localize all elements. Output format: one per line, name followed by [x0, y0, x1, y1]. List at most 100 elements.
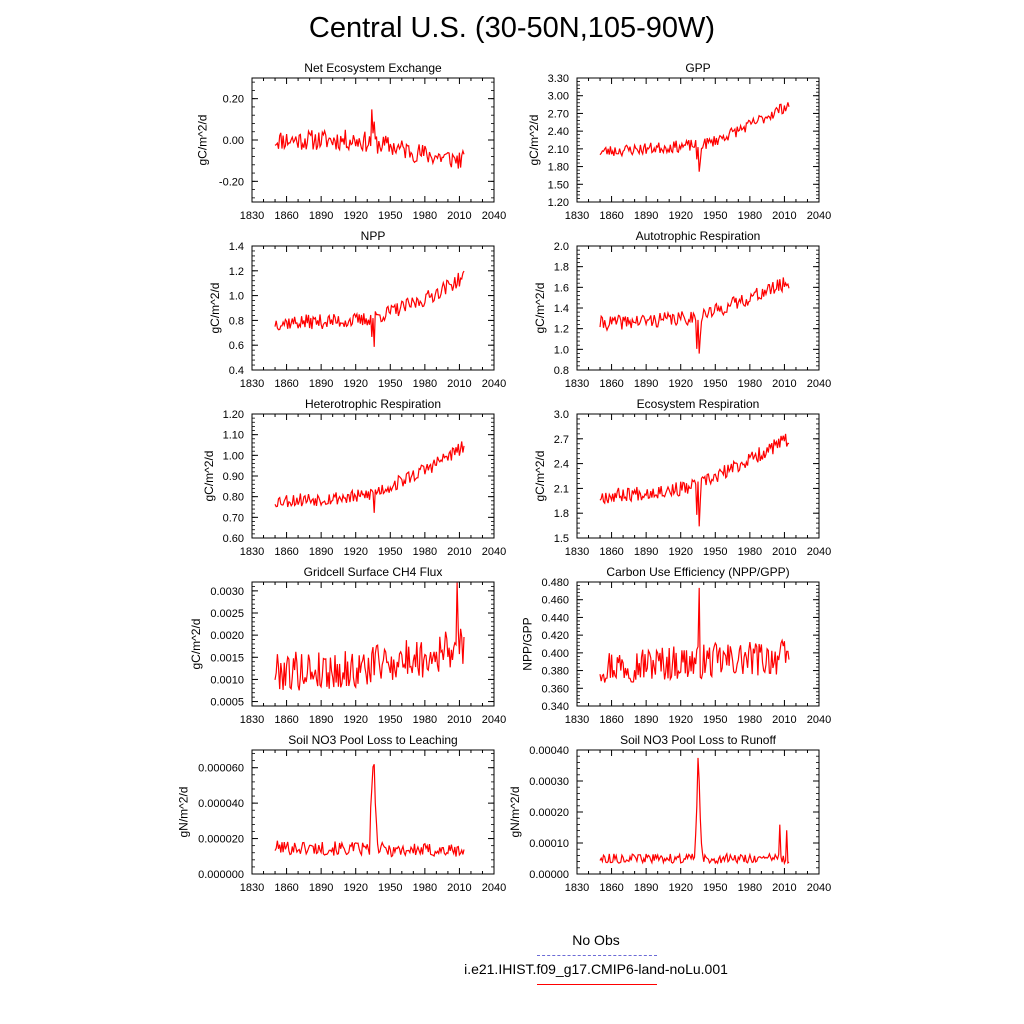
x-tick-label: 1950	[378, 546, 402, 558]
x-tick-label: 1980	[738, 210, 762, 222]
x-tick-label: 2010	[447, 210, 471, 222]
panel-title: Soil NO3 Pool Loss to Leaching	[288, 733, 457, 747]
x-tick-label: 1920	[343, 210, 367, 222]
x-tick-label: 1920	[668, 210, 692, 222]
x-tick-label: 1860	[599, 546, 623, 558]
x-tick-label: 2040	[482, 210, 506, 222]
plot-frame	[576, 413, 820, 539]
y-tick-label: 1.20	[548, 197, 569, 209]
x-tick-label: 1830	[565, 714, 589, 726]
y-tick-label: 0.4	[229, 365, 244, 377]
x-tick-label: 2040	[482, 882, 506, 894]
series-line	[599, 102, 790, 172]
x-tick-label: 1860	[274, 378, 298, 390]
x-tick-label: 1890	[634, 714, 658, 726]
x-tick-label: 1950	[378, 210, 402, 222]
plot-frame	[251, 245, 495, 371]
y-tick-label: 1.80	[548, 162, 569, 174]
y-tick-label: 1.0	[554, 344, 569, 356]
panel-title: Carbon Use Efficiency (NPP/GPP)	[606, 565, 789, 579]
x-tick-label: 1860	[599, 378, 623, 390]
y-axis-label: gC/m^2/d	[527, 115, 541, 166]
y-tick-label: 0.00000	[529, 869, 569, 881]
x-tick-label: 2040	[482, 714, 506, 726]
x-tick-label: 1980	[413, 882, 437, 894]
y-tick-label: -0.20	[219, 176, 244, 188]
y-tick-label: 0.480	[541, 577, 569, 589]
y-tick-label: 0.000040	[198, 798, 244, 810]
x-tick-label: 1980	[413, 378, 437, 390]
plot-frame	[251, 749, 495, 875]
legend-model-label: i.e21.IHIST.f09_g17.CMIP6-land-noLu.001	[464, 961, 728, 977]
x-tick-label: 1890	[634, 546, 658, 558]
x-tick-label: 1890	[309, 378, 333, 390]
series-line	[274, 109, 465, 169]
series-line	[274, 582, 465, 691]
x-tick-label: 1830	[240, 882, 264, 894]
x-tick-label: 1920	[668, 378, 692, 390]
y-tick-label: 0.000020	[198, 834, 244, 846]
y-tick-label: 1.8	[554, 262, 569, 274]
x-tick-label: 1890	[309, 882, 333, 894]
x-tick-label: 1830	[240, 210, 264, 222]
y-tick-label: 0.90	[223, 471, 244, 483]
y-tick-label: 2.4	[554, 459, 569, 471]
x-tick-label: 2040	[482, 546, 506, 558]
x-tick-label: 1980	[738, 546, 762, 558]
y-tick-label: 1.6	[554, 282, 569, 294]
y-tick-label: 1.5	[554, 533, 569, 545]
y-tick-label: 1.00	[223, 450, 244, 462]
y-tick-label: 0.000060	[198, 763, 244, 775]
y-tick-label: 0.8	[229, 315, 244, 327]
x-tick-label: 1920	[343, 714, 367, 726]
y-tick-label: 0.400	[541, 648, 569, 660]
x-tick-label: 2010	[447, 714, 471, 726]
y-tick-label: 1.20	[223, 409, 244, 421]
y-tick-label: 0.420	[541, 630, 569, 642]
legend-obs-label: No Obs	[572, 932, 620, 948]
x-tick-label: 1890	[309, 210, 333, 222]
panel-title: GPP	[685, 61, 710, 75]
x-tick-label: 1830	[240, 714, 264, 726]
x-tick-label: 1950	[378, 882, 402, 894]
x-tick-label: 2040	[807, 546, 831, 558]
y-axis-label: gC/m^2/d	[202, 451, 216, 502]
x-tick-label: 1920	[668, 546, 692, 558]
y-tick-label: 2.70	[548, 108, 569, 120]
x-tick-label: 1950	[703, 546, 727, 558]
legend-obs-line	[537, 955, 657, 956]
y-tick-label: 0.00010	[529, 838, 569, 850]
x-tick-label: 1890	[634, 210, 658, 222]
y-tick-label: 0.0020	[210, 630, 244, 642]
legend-model-line	[537, 984, 657, 985]
y-tick-label: 0.0005	[210, 697, 244, 709]
x-tick-label: 1920	[668, 714, 692, 726]
y-tick-label: 0.0015	[210, 652, 244, 664]
x-tick-label: 2010	[772, 546, 796, 558]
panel-title: Gridcell Surface CH4 Flux	[304, 565, 443, 579]
x-tick-label: 1830	[565, 882, 589, 894]
panel-title: NPP	[361, 229, 386, 243]
x-tick-label: 1890	[634, 882, 658, 894]
series-line	[274, 270, 465, 347]
panel-title: Autotrophic Respiration	[636, 229, 761, 243]
panel-title: Ecosystem Respiration	[637, 397, 760, 411]
y-tick-label: 0.8	[554, 365, 569, 377]
y-tick-label: 0.70	[223, 512, 244, 524]
x-tick-label: 1950	[378, 714, 402, 726]
x-tick-label: 1860	[274, 210, 298, 222]
plot-frame	[576, 581, 820, 707]
x-tick-label: 1890	[309, 546, 333, 558]
y-tick-label: 3.0	[554, 409, 569, 421]
y-tick-label: 1.8	[554, 508, 569, 520]
y-tick-label: 0.460	[541, 595, 569, 607]
y-tick-label: 1.2	[229, 266, 244, 278]
x-tick-label: 2040	[482, 378, 506, 390]
x-tick-label: 1860	[274, 882, 298, 894]
x-tick-label: 1920	[343, 546, 367, 558]
y-tick-label: 0.00	[223, 135, 244, 147]
x-tick-label: 1980	[413, 714, 437, 726]
y-tick-label: 1.2	[554, 324, 569, 336]
x-tick-label: 2040	[807, 714, 831, 726]
x-tick-label: 1980	[413, 546, 437, 558]
